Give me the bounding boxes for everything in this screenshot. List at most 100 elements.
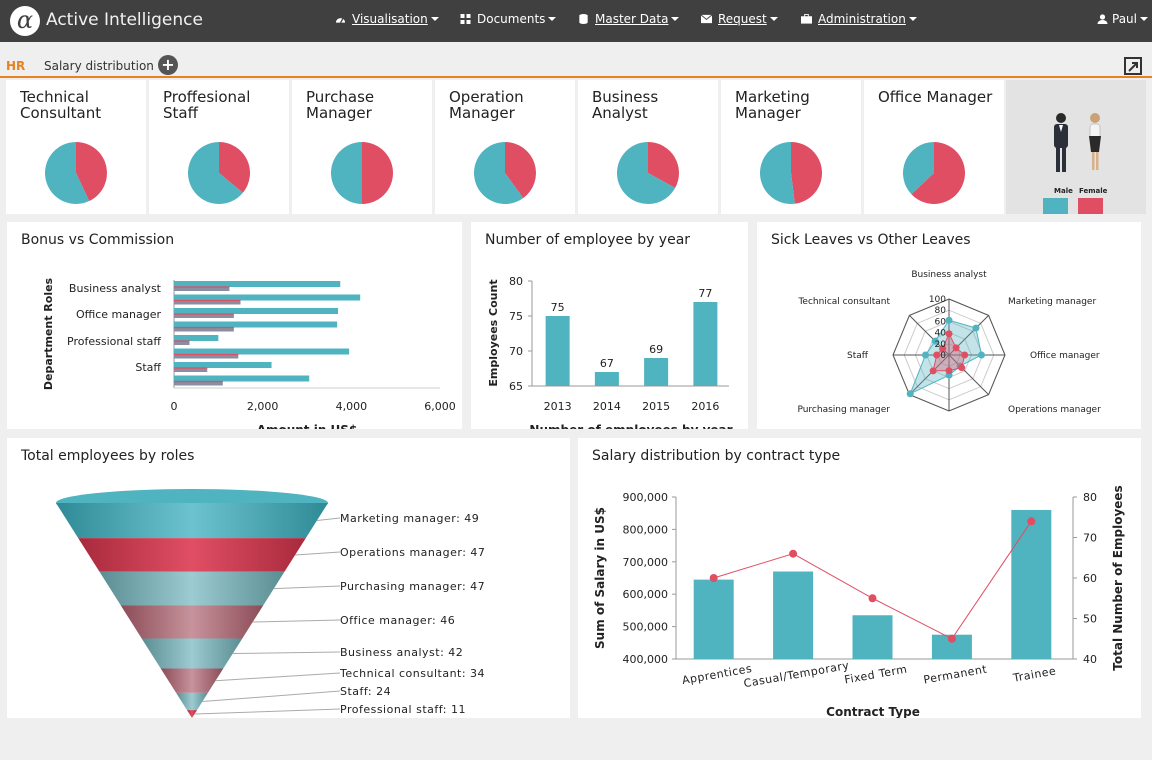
- top-navbar: α Active Intelligence Visualisation Docu…: [0, 0, 1152, 42]
- kpi-title: Technical Consultant: [20, 88, 102, 122]
- bonus-bar: [174, 287, 230, 291]
- gender-pie-chart: [759, 142, 822, 204]
- salary-bar: [693, 579, 734, 659]
- y-tick-label: 65: [509, 380, 523, 393]
- user-menu[interactable]: Paul: [1097, 12, 1148, 26]
- funnel-segment: [176, 692, 208, 711]
- funnel-label: Business analyst: 42: [340, 646, 463, 659]
- pie-slice-female: [911, 142, 965, 204]
- year-bar: [644, 358, 669, 386]
- kpi-card: Operation Manager: [435, 80, 575, 214]
- alpha-logo-icon[interactable]: α: [10, 6, 40, 36]
- funnel-segment: [187, 710, 197, 718]
- pie-slice-male: [617, 142, 676, 204]
- funnel-connector: [252, 619, 341, 623]
- y-tick-label: 70: [509, 345, 523, 358]
- bonus-bar: [174, 327, 234, 332]
- y-tick-label: 400,000: [623, 653, 669, 666]
- nav-label: Administration: [818, 12, 906, 26]
- funnel-label: Technical consultant: 34: [339, 667, 485, 680]
- pie-slice-male: [759, 142, 795, 204]
- kpi-title: Business Analyst: [592, 88, 659, 122]
- bonus-bar: [174, 354, 239, 359]
- radar-outline: [892, 298, 1006, 412]
- y-tick-label: 75: [509, 310, 523, 323]
- panel-title: Number of employee by year: [485, 232, 691, 248]
- data-label: 69: [649, 343, 663, 356]
- pie-slice-female: [76, 142, 107, 202]
- kpi-title: Proffesional Staff: [163, 88, 251, 122]
- nav-documents[interactable]: Documents: [460, 12, 557, 26]
- tab-bar: HR Salary distribution +: [0, 42, 1152, 78]
- data-label: 77: [698, 287, 712, 300]
- nav-administration[interactable]: Administration: [801, 12, 917, 26]
- caret-down-icon: [769, 17, 778, 21]
- funnel-label: Marketing manager: 49: [340, 512, 479, 525]
- gender-legend-card: Male Female: [1006, 80, 1146, 214]
- employees-point: [1027, 517, 1036, 526]
- salary-bar: [852, 615, 893, 659]
- nav-label: Visualisation: [352, 12, 428, 26]
- user-icon: [1097, 14, 1108, 24]
- commission-bar: [174, 375, 310, 382]
- pie-slice-female: [505, 142, 536, 199]
- radar-axis-label: Technical consultant: [797, 297, 890, 307]
- funnel-segment: [160, 668, 224, 693]
- kpi-card: Technical Consultant: [6, 80, 146, 214]
- nav-visualisation[interactable]: Visualisation: [335, 12, 439, 26]
- bonus-bar: [174, 368, 208, 372]
- radar-axis-label: Office manager: [1030, 351, 1100, 361]
- caret-down-icon: [548, 17, 557, 21]
- bonus-bar: [174, 314, 234, 318]
- kpi-title: Purchase Manager: [306, 88, 375, 122]
- y-axis-title: Department Roles: [42, 277, 55, 390]
- radar-point: [945, 367, 953, 375]
- funnel-segment: [120, 605, 264, 639]
- caret-down-icon: [430, 17, 439, 21]
- nav-master-data[interactable]: Master Data: [578, 12, 680, 26]
- category-label: Staff: [135, 361, 161, 374]
- y2-tick-label: 80: [1083, 491, 1097, 504]
- funnel-connector: [232, 651, 341, 654]
- gender-pie-chart: [188, 142, 250, 204]
- x-axis-title: Contract Type: [826, 705, 920, 718]
- radar-axis-label: Business analyst: [911, 270, 987, 280]
- app-title[interactable]: Active Intelligence: [46, 10, 203, 30]
- employees-point: [709, 574, 718, 582]
- y2-tick-label: 70: [1083, 532, 1097, 545]
- add-tab-button[interactable]: +: [158, 55, 178, 75]
- nav-label: Request: [718, 12, 767, 26]
- kpi-card: Proffesional Staff: [149, 80, 289, 214]
- gender-pie-chart: [903, 142, 965, 204]
- pie-slice-female: [648, 142, 679, 188]
- employees-point: [868, 594, 877, 603]
- salary-contract-panel: Salary distribution by contract type 400…: [578, 438, 1141, 718]
- funnel-connector: [202, 690, 341, 703]
- x-tick-label: Casual/Temporary: [743, 659, 851, 690]
- expand-icon[interactable]: [1124, 57, 1142, 75]
- radar-axis-label: Marketing manager: [1008, 297, 1096, 307]
- x-tick-label: Fixed Term: [843, 663, 908, 687]
- tab-salary-distribution[interactable]: Salary distribution: [44, 59, 154, 73]
- legend-female-label: Female: [1079, 187, 1108, 195]
- employees-by-roles-panel: Total employees by roles Marketing manag…: [7, 438, 570, 718]
- user-name: Paul: [1112, 12, 1137, 26]
- gender-illustration: Male Female: [1043, 113, 1108, 214]
- funnel-connector: [215, 672, 341, 682]
- x-tick-label: 2016: [691, 400, 719, 413]
- y2-tick-label: 60: [1083, 572, 1097, 585]
- radar-point: [939, 345, 947, 353]
- tab-hr[interactable]: HR: [6, 59, 26, 73]
- y-tick-label: 900,000: [623, 491, 669, 504]
- commission-bar: [174, 308, 339, 314]
- pie-slice-male: [44, 142, 90, 204]
- panel-title: Salary distribution by contract type: [592, 448, 841, 464]
- x-tick-label: 2015: [642, 400, 670, 413]
- arrow-out-icon: [1128, 62, 1138, 72]
- x-tick-label: Trainee: [1011, 664, 1057, 685]
- data-label: 75: [551, 301, 565, 314]
- nav-request[interactable]: Request: [701, 12, 778, 26]
- funnel-segment: [56, 503, 328, 539]
- bonus-commission-chart: Business analyst Office manager Profession…: [42, 277, 456, 429]
- employees-by-year-chart: 65 70 75 80 75 2013 67 2014 69 2015 77 2016 Number o…: [487, 275, 733, 429]
